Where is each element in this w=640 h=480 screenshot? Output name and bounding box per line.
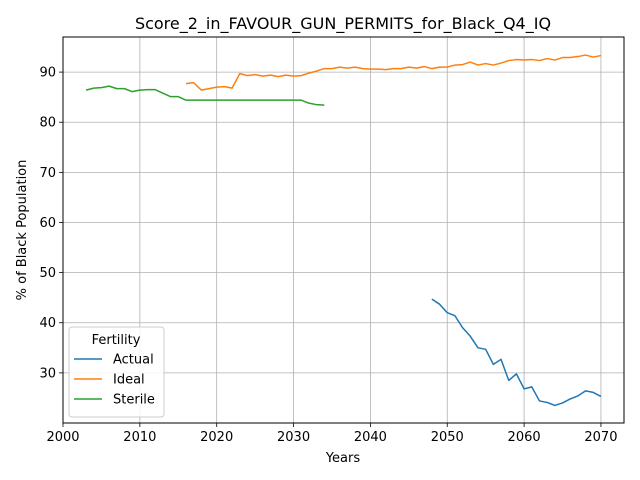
legend-title: Fertility xyxy=(92,333,141,348)
y-axis-ticks: 30 40 50 60 70 80 90 xyxy=(39,66,63,381)
y-tick-label: 50 xyxy=(39,266,56,281)
x-tick-label: 2000 xyxy=(46,430,79,445)
legend: Fertility Actual Ideal Sterile xyxy=(68,326,165,418)
series-line-ideal xyxy=(185,54,602,91)
y-tick-label: 60 xyxy=(39,216,56,231)
plot-frame xyxy=(62,36,625,424)
series-line-actual xyxy=(431,298,602,407)
y-tick-label: 80 xyxy=(39,116,56,131)
x-tick-label: 2060 xyxy=(508,430,541,445)
chart-title: Score_2_in_FAVOUR_GUN_PERMITS_for_Black_… xyxy=(135,14,551,34)
legend-box xyxy=(68,326,165,418)
x-tick-label: 2050 xyxy=(431,430,464,445)
x-axis-ticks: 2000 2010 2020 2030 2040 2050 2060 2070 xyxy=(46,423,617,445)
x-tick-label: 2040 xyxy=(354,430,387,445)
y-tick-label: 40 xyxy=(39,316,56,331)
y-axis-label: % of Black Population xyxy=(15,160,30,301)
x-axis-label: Years xyxy=(325,451,361,466)
legend-label-ideal: Ideal xyxy=(113,373,145,388)
x-tick-label: 2010 xyxy=(123,430,156,445)
legend-label-sterile: Sterile xyxy=(113,393,155,408)
series-lines xyxy=(85,54,602,407)
x-tick-label: 2070 xyxy=(584,430,617,445)
legend-label-actual: Actual xyxy=(113,353,154,368)
y-tick-label: 30 xyxy=(39,366,56,381)
y-tick-label: 90 xyxy=(39,66,56,81)
x-tick-label: 2030 xyxy=(277,430,310,445)
x-tick-label: 2020 xyxy=(200,430,233,445)
series-line-sterile xyxy=(85,85,325,106)
y-tick-label: 70 xyxy=(39,166,56,181)
